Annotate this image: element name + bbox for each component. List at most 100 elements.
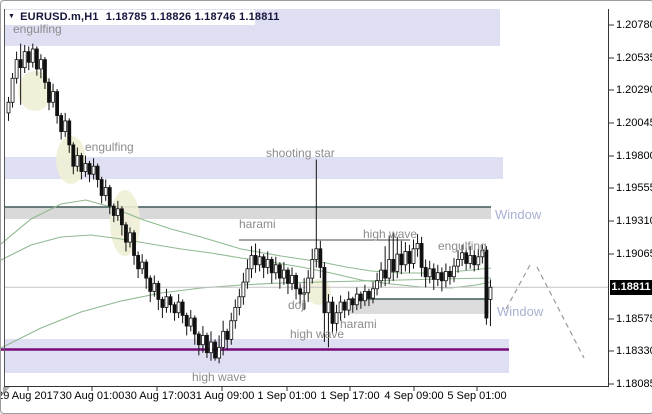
candle-bull [6, 101, 11, 114]
pattern-label: engulfing [13, 22, 62, 36]
candle-bull [83, 163, 88, 172]
current-price-badge: 1.18811 [610, 279, 652, 295]
pattern-highlight-circle [56, 136, 86, 184]
candle-bear [196, 333, 201, 346]
symbol-dropdown-icon[interactable]: ▼ [8, 13, 16, 20]
price-tick-label: 1.20290 [616, 84, 652, 96]
price-tick-label: 1.20535 [616, 52, 652, 64]
candle-bear [156, 283, 161, 300]
candle-bull [375, 280, 379, 290]
candle-bear [358, 293, 363, 302]
candle-bull [452, 265, 456, 278]
candle-bull [10, 77, 15, 103]
candle-bear [59, 115, 64, 132]
pattern-label: engulfing [85, 140, 134, 154]
candle-bear [484, 249, 489, 319]
pattern-label: engulfing [438, 239, 487, 253]
candle-bull [75, 155, 80, 167]
price-tick-label: 1.20780 [616, 19, 652, 31]
candle-bull [30, 48, 35, 63]
candle-bull [237, 296, 242, 308]
price-tick-label: 1.19800 [616, 150, 652, 162]
candle-bear [18, 59, 23, 69]
candle-bear [180, 301, 185, 316]
candle-bear [286, 269, 290, 284]
time-tick-label: 30 Aug 17:00 [124, 390, 190, 402]
candle-bear [71, 144, 76, 167]
candle-bear [95, 165, 100, 180]
candle-bear [205, 334, 209, 354]
pattern-label: high wave [363, 227, 418, 241]
scroll-triangle-icon[interactable] [3, 387, 10, 394]
candle-bull [200, 334, 205, 346]
candle-bull [310, 259, 315, 279]
candle-bull [346, 299, 351, 311]
candle-bear [99, 179, 104, 196]
candle-bull [188, 317, 193, 327]
candle-bear [120, 208, 124, 226]
candle-bear [294, 275, 298, 290]
resistance-zone-mid [4, 157, 503, 179]
candle-bull [152, 283, 157, 292]
time-tick-label: 4 Sep 09:00 [384, 390, 444, 402]
candle-bear [124, 224, 128, 243]
candle-bear [168, 296, 173, 306]
candle-bear [350, 299, 355, 306]
candle-bull [411, 248, 416, 264]
candle-bear [55, 91, 59, 116]
candle-bull [257, 256, 262, 266]
candle-bull [51, 91, 55, 103]
candle-bear [298, 288, 303, 295]
pattern-highlight-circle [18, 71, 52, 111]
candle-bull [362, 291, 367, 302]
pattern-label: harami [340, 317, 377, 331]
price-tick-label: 1.20045 [616, 117, 652, 129]
candle-bull [443, 271, 448, 282]
candle-bear [322, 267, 327, 314]
candle-bull [460, 252, 465, 260]
candle-bear [269, 259, 274, 274]
candle-bear [43, 59, 47, 83]
candle-bull [265, 259, 270, 268]
candle-bull [395, 253, 400, 272]
candle-bear [148, 277, 153, 292]
candle-bull [302, 292, 307, 295]
candle-bull [415, 243, 420, 250]
candle-bear [47, 81, 51, 103]
candle-bull [403, 251, 408, 266]
candle-bull [371, 288, 375, 299]
candle-bull [221, 330, 226, 348]
candle-bull [14, 59, 19, 79]
time-tick-label: 30 Aug 01:00 [59, 390, 125, 402]
candle-bear [431, 268, 436, 280]
ohlc-values: 1.18785 1.18826 1.18746 1.18811 [105, 11, 280, 23]
candle-bull [468, 255, 473, 264]
candle-bull [334, 312, 339, 324]
ma-slow-line [1, 277, 492, 349]
candle-bear [399, 253, 404, 266]
candle-bear [34, 48, 39, 70]
candle-bear [423, 267, 428, 278]
candle-bear [419, 243, 424, 268]
pattern-label: high wave [192, 370, 247, 384]
pattern-highlight-circle [307, 279, 331, 305]
pattern-label: harami [239, 217, 276, 231]
candle-bull [103, 187, 108, 196]
candle-bear [213, 341, 217, 359]
candle-bull [63, 120, 68, 132]
candle-bull [217, 346, 222, 359]
window-label: Window [495, 207, 542, 222]
candle-bull [354, 293, 359, 306]
candle-bear [107, 187, 112, 207]
candle-bull [387, 259, 392, 279]
candle-bull [290, 275, 294, 284]
candle-bear [383, 269, 388, 279]
candle-bull [379, 269, 384, 282]
candle-bear [472, 255, 477, 266]
window-zone-lower [348, 299, 489, 314]
pattern-label: high wave [290, 327, 345, 341]
symbol-timeframe-label: EURUSD.m,H1 [20, 11, 99, 23]
candle-bear [184, 314, 189, 327]
price-tick-label: 1.19555 [616, 182, 652, 194]
